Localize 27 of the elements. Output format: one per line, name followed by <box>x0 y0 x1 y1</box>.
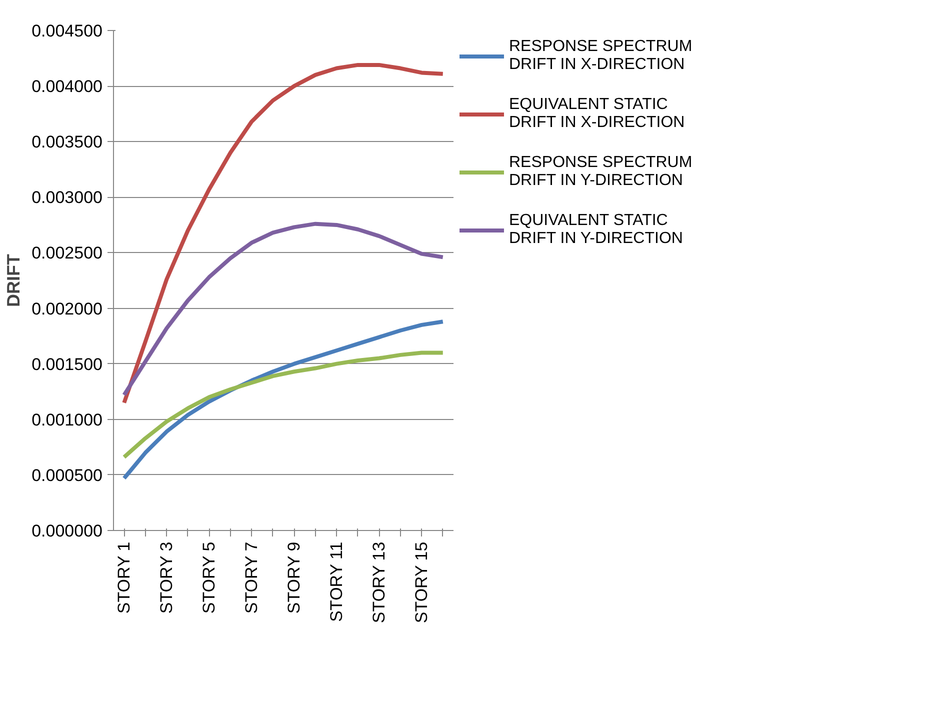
y-tick-label: 0.004000 <box>32 77 102 96</box>
x-tick-label: STORY 13 <box>370 542 389 624</box>
x-tick-label: STORY 7 <box>242 542 262 614</box>
legend-label: EQUIVALENT STATIC DRIFT IN X-DIRECTION <box>509 95 685 133</box>
legend-label: EQUIVALENT STATIC DRIFT IN Y-DIRECTION <box>509 211 683 249</box>
y-tick-label: 0.003500 <box>32 132 102 152</box>
y-tick-label: 0.003000 <box>32 188 102 208</box>
x-tick-label: STORY 3 <box>157 542 176 614</box>
line-series <box>122 320 445 480</box>
x-tick-label: STORY 11 <box>327 542 346 622</box>
y-tick-label: 0.004500 <box>32 22 102 40</box>
line-series <box>122 350 445 460</box>
x-tick-label: STORY 1 <box>114 542 134 614</box>
y-tick-label: 0.001000 <box>32 410 102 430</box>
y-tick-label: 0.000000 <box>32 522 102 540</box>
x-tick-label: STORY 15 <box>412 542 432 624</box>
x-tick-label: STORY 5 <box>200 542 219 614</box>
legend-label: RESPONSE SPECTRUM DRIFT IN Y-DIRECTION <box>509 153 692 191</box>
y-axis-title: DRIFT <box>4 254 24 307</box>
line-series <box>122 62 445 405</box>
legend-label: RESPONSE SPECTRUM DRIFT IN X-DIRECTION <box>509 37 692 75</box>
y-tick-label: 0.001500 <box>32 354 102 374</box>
line-series <box>122 222 445 397</box>
y-tick-label: 0.002500 <box>32 244 102 263</box>
x-tick-label: STORY 9 <box>284 542 304 614</box>
y-tick-label: 0.000500 <box>32 466 102 485</box>
y-tick-label: 0.002000 <box>32 299 102 318</box>
